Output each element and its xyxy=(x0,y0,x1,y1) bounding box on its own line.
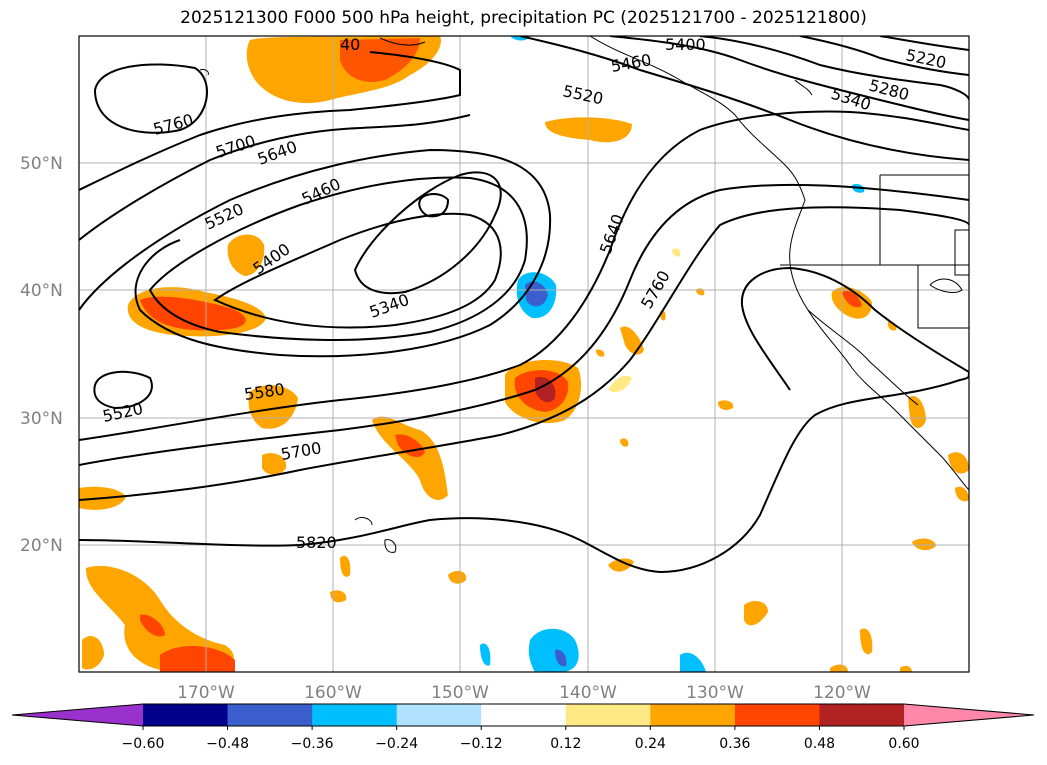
lon-label-120w: 120°W xyxy=(813,683,871,703)
colorbar-segment xyxy=(312,704,398,726)
height-contours xyxy=(79,36,969,574)
lon-label-130w: 130°W xyxy=(686,683,744,703)
colorbar-tick-label: −0.36 xyxy=(291,736,334,752)
lat-label-50n: 50°N xyxy=(20,154,63,174)
colorbar-tick-label: 0.24 xyxy=(635,736,666,752)
colorbar-tick-label: 0.60 xyxy=(888,736,919,752)
lat-label-40n: 40°N xyxy=(20,281,63,301)
colorbar-segment xyxy=(565,704,651,726)
lon-label-160w: 160°W xyxy=(304,683,362,703)
map-frame xyxy=(78,35,970,673)
colorbar-segment xyxy=(227,704,313,726)
colorbar-segment xyxy=(481,704,567,726)
lat-label-30n: 30°N xyxy=(20,409,63,429)
contour-label: 40 xyxy=(340,35,360,54)
colorbar-segment xyxy=(396,704,482,726)
colorbar: −0.60 −0.48 −0.36 −0.24 −0.12 0.12 0.24 0.36 0.4… xyxy=(11,703,1035,752)
colorbar-segment xyxy=(734,704,820,726)
colorbar-tick-label: −0.12 xyxy=(460,736,503,752)
colorbar-tick-label: −0.24 xyxy=(375,736,418,752)
contour-label: 5400 xyxy=(665,35,706,54)
precip-fill-layer xyxy=(79,36,969,672)
colorbar-tick-label: 0.48 xyxy=(804,736,835,752)
lon-label-140w: 140°W xyxy=(559,683,617,703)
colorbar-segment xyxy=(819,704,905,726)
colorbar-tick-label: 0.12 xyxy=(550,736,581,752)
colorbar-extend-high xyxy=(904,704,1034,726)
longitude-labels: 170°W 160°W 150°W 140°W 130°W 120°W xyxy=(177,683,871,703)
map-content: 5760 5700 5640 5520 5460 5400 5340 5580 … xyxy=(79,35,969,672)
latitude-labels: 50°N 40°N 30°N 20°N xyxy=(20,154,63,556)
colorbar-extend-low xyxy=(12,704,143,726)
lon-label-170w: 170°W xyxy=(177,683,235,703)
lon-label-150w: 150°W xyxy=(431,683,489,703)
contour-label: 5820 xyxy=(296,533,337,552)
map-background xyxy=(79,36,969,672)
colorbar-segment xyxy=(650,704,736,726)
map-title: 2025121300 F000 500 hPa height, precipit… xyxy=(180,8,867,28)
lat-label-20n: 20°N xyxy=(20,536,63,556)
colorbar-tick-label: −0.60 xyxy=(122,736,165,752)
colorbar-tick-label: 0.36 xyxy=(719,736,750,752)
colorbar-segment xyxy=(143,704,229,726)
coastlines xyxy=(199,36,969,553)
colorbar-tick-label: −0.48 xyxy=(206,736,249,752)
